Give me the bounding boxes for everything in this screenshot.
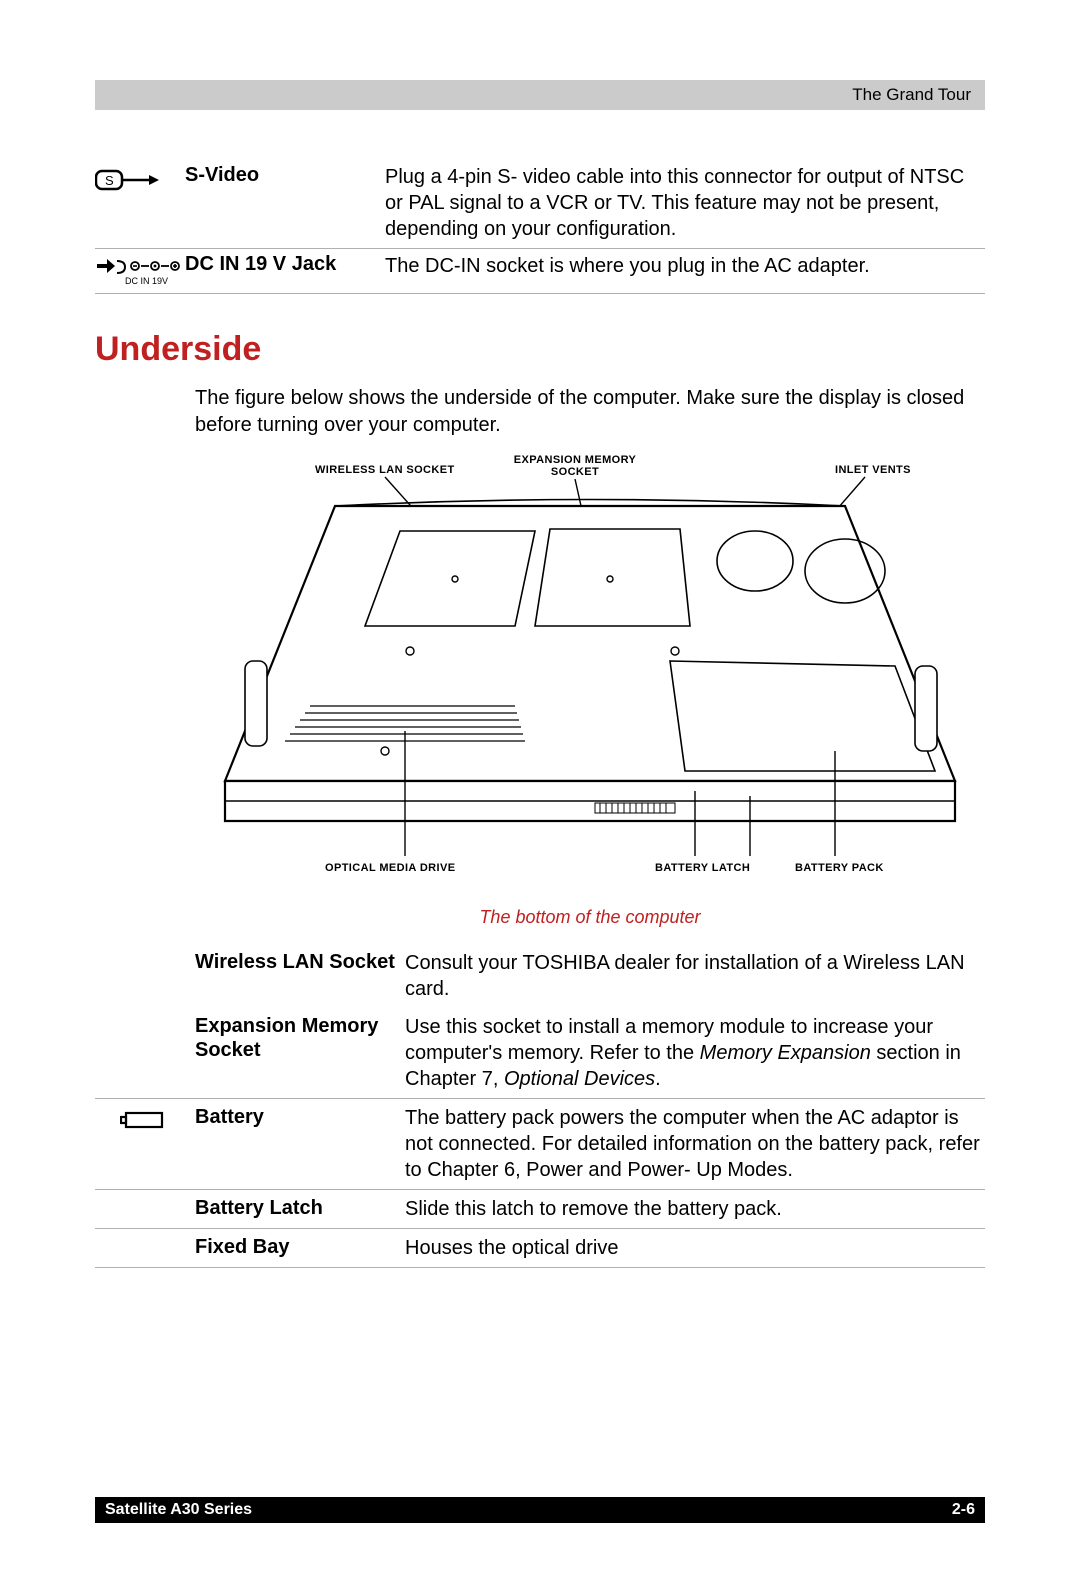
expmem-label: Expansion Memory Socket [195, 1014, 405, 1062]
dcin-desc: The DC-IN socket is where you plug in th… [385, 253, 985, 279]
row-svideo: S S-Video Plug a 4-pin S- video cable in… [95, 160, 985, 249]
row-batlatch: Battery Latch Slide this latch to remove… [95, 1190, 985, 1229]
lbl-bpack: BATTERY PACK [795, 862, 884, 874]
row-dcin: DC IN 19V DC IN 19 V Jack The DC-IN sock… [95, 249, 985, 294]
row-fixedbay: Fixed Bay Houses the optical drive [95, 1229, 985, 1268]
lbl-inlet: INLET VENTS [835, 464, 911, 476]
lbl-blatch: BATTERY LATCH [655, 862, 750, 874]
svideo-icon: S [95, 164, 185, 194]
top-connector-table: S S-Video Plug a 4-pin S- video cable in… [95, 160, 985, 294]
batlatch-label: Battery Latch [195, 1196, 405, 1220]
batlatch-desc: Slide this latch to remove the battery p… [405, 1196, 985, 1222]
figure-caption: The bottom of the computer [195, 907, 985, 928]
svg-text:DC IN 19V: DC IN 19V [125, 276, 168, 286]
lbl-wlan: WIRELESS LAN SOCKET [315, 464, 455, 476]
battery-icon [95, 1105, 195, 1133]
section-heading: Underside [95, 330, 985, 369]
dcin-label: DC IN 19 V Jack [185, 253, 385, 276]
section-intro: The figure below shows the underside of … [195, 385, 985, 439]
page-header: The Grand Tour [95, 80, 985, 110]
row-expmem: Expansion Memory Socket Use this socket … [95, 1008, 985, 1099]
underside-components-table: Wireless LAN Socket Consult your TOSHIBA… [95, 944, 985, 1268]
fixedbay-desc: Houses the optical drive [405, 1235, 985, 1261]
svg-text:S: S [105, 173, 114, 188]
footer-left: Satellite A30 Series [105, 1501, 252, 1519]
wlan-desc: Consult your TOSHIBA dealer for installa… [405, 950, 985, 1002]
underside-figure: WIRELESS LAN SOCKET EXPANSION MEMORY SOC… [195, 451, 985, 928]
footer-right: 2-6 [952, 1501, 975, 1519]
expmem-desc: Use this socket to install a memory modu… [405, 1014, 985, 1092]
lbl-expmem2: SOCKET [551, 466, 599, 478]
battery-label: Battery [195, 1105, 405, 1129]
fixedbay-label: Fixed Bay [195, 1235, 405, 1259]
dcin-icon: DC IN 19V [95, 253, 185, 287]
row-battery: Battery The battery pack powers the comp… [95, 1099, 985, 1190]
battery-desc: The battery pack powers the computer whe… [405, 1105, 985, 1183]
page-footer: Satellite A30 Series 2-6 [95, 1497, 985, 1523]
header-right: The Grand Tour [852, 85, 971, 105]
svideo-desc: Plug a 4-pin S- video cable into this co… [385, 164, 985, 242]
row-wlan: Wireless LAN Socket Consult your TOSHIBA… [95, 944, 985, 1008]
lbl-expmem1: EXPANSION MEMORY [514, 454, 637, 466]
svideo-label: S-Video [185, 164, 385, 187]
lbl-optical: OPTICAL MEDIA DRIVE [325, 862, 455, 874]
wlan-label: Wireless LAN Socket [195, 950, 405, 974]
